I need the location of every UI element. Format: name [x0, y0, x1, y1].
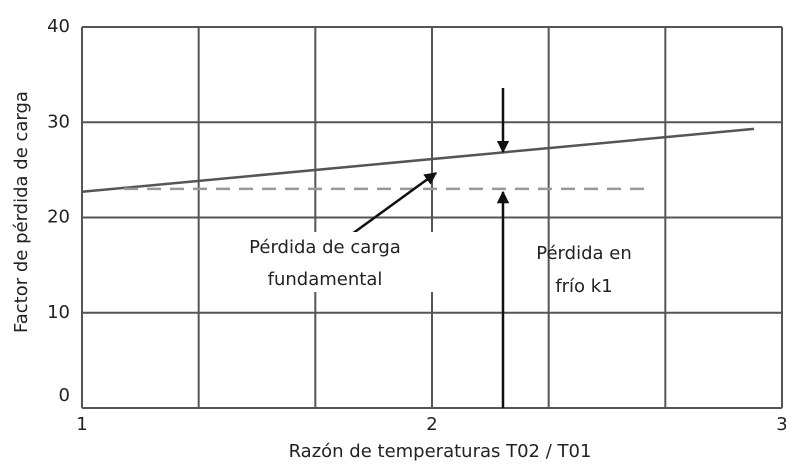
y-tick-label: 0: [59, 385, 70, 406]
x-tick-label: 2: [426, 414, 437, 435]
x-axis-label: Razón de temperaturas T02 / T01: [289, 441, 592, 462]
x-tick-label: 1: [76, 414, 87, 435]
y-axis-label: Factor de pérdida de carga: [11, 91, 32, 333]
arrow: [351, 171, 438, 236]
y-tick-label: 10: [47, 302, 70, 323]
marks: [81, 127, 755, 194]
y-tick-label: 20: [47, 207, 70, 228]
annotation: Pérdida de carga: [249, 237, 401, 258]
x-tick-label: 3: [776, 414, 786, 435]
label-bg: [225, 232, 440, 292]
grid: [81, 26, 783, 409]
annotation: frío k1: [555, 276, 612, 297]
series-line: [81, 127, 755, 194]
annotation: Pérdida en: [536, 243, 631, 264]
annotation: fundamental: [268, 269, 383, 290]
y-tick-label: 40: [47, 16, 70, 37]
y-tick-label: 30: [47, 111, 70, 132]
